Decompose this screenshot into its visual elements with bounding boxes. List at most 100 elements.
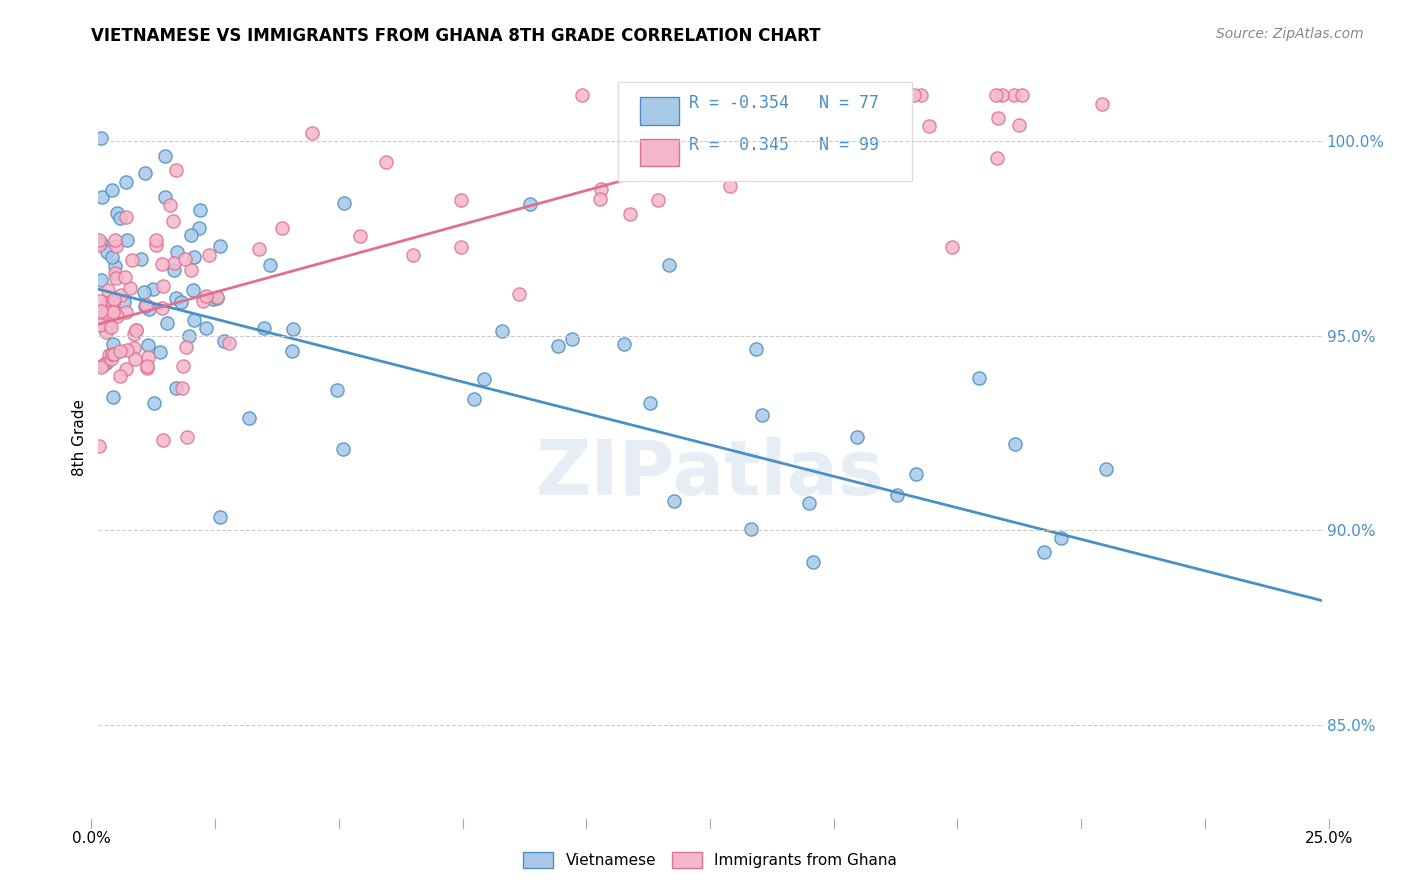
Point [115, 305, 138, 319]
Point [589, 192, 612, 206]
Point [519, 197, 541, 211]
Point [150, 301, 173, 315]
Point [115, 175, 138, 189]
Point [100, 352, 122, 367]
Point [135, 359, 157, 373]
Point [138, 302, 160, 317]
Point [94, 325, 117, 339]
Point [124, 352, 146, 367]
Point [744, 343, 766, 357]
Point [101, 303, 124, 318]
Point [165, 163, 187, 178]
Point [450, 240, 472, 254]
Point [101, 183, 124, 197]
Point [1004, 436, 1026, 450]
Point [101, 305, 124, 319]
Point [188, 202, 211, 217]
Point [1033, 545, 1056, 559]
Point [193, 293, 215, 308]
Point [104, 233, 127, 247]
Point [374, 155, 396, 169]
Point [647, 194, 669, 208]
Point [657, 149, 679, 163]
Point [90, 272, 112, 286]
Point [619, 207, 641, 221]
Point [1091, 96, 1114, 111]
Point [172, 359, 194, 373]
Point [212, 334, 235, 349]
Point [1008, 118, 1031, 132]
Point [259, 259, 281, 273]
Point [100, 346, 122, 360]
Point [967, 371, 990, 385]
Point [179, 329, 201, 343]
Point [987, 111, 1010, 125]
Point [740, 522, 762, 536]
Point [105, 239, 128, 253]
Text: ZIPatlas: ZIPatlas [536, 437, 884, 510]
Point [110, 343, 132, 358]
Point [163, 256, 186, 270]
FancyBboxPatch shape [619, 82, 912, 181]
Point [450, 194, 472, 208]
Point [910, 87, 932, 102]
Legend: Vietnamese, Immigrants from Ghana: Vietnamese, Immigrants from Ghana [523, 853, 897, 868]
Point [301, 126, 323, 140]
Point [991, 87, 1014, 102]
Point [117, 233, 139, 247]
Point [135, 298, 157, 312]
Point [202, 292, 225, 306]
Text: 25.0%: 25.0% [1305, 831, 1353, 846]
Point [145, 238, 167, 252]
FancyBboxPatch shape [640, 138, 679, 167]
Point [941, 240, 963, 254]
Point [110, 211, 132, 225]
Point [129, 252, 152, 266]
Point [1011, 87, 1033, 102]
Point [103, 292, 125, 306]
Point [114, 211, 136, 225]
Point [142, 283, 165, 297]
Point [176, 430, 198, 444]
Point [103, 347, 125, 361]
Point [122, 341, 145, 355]
Point [332, 195, 354, 210]
Point [472, 372, 495, 386]
Point [165, 291, 187, 305]
Point [152, 433, 174, 447]
Point [105, 206, 128, 220]
Point [105, 310, 128, 324]
Point [332, 442, 354, 456]
Point [94, 356, 117, 370]
Point [699, 108, 721, 122]
Point [463, 392, 485, 406]
Point [238, 410, 260, 425]
Text: R = -0.354   N = 77: R = -0.354 N = 77 [689, 94, 879, 112]
Point [886, 488, 908, 502]
Point [718, 179, 741, 194]
Point [101, 250, 124, 264]
Point [1002, 87, 1025, 102]
Point [283, 322, 305, 336]
Point [104, 260, 127, 274]
Point [89, 293, 111, 308]
Point [104, 266, 127, 280]
Point [89, 238, 111, 252]
Point [134, 166, 156, 180]
Point [103, 296, 125, 310]
Text: 0.0%: 0.0% [72, 831, 111, 846]
Point [89, 233, 111, 247]
Point [162, 214, 184, 228]
Point [591, 182, 613, 196]
Point [150, 256, 173, 270]
Point [108, 368, 131, 383]
Point [270, 220, 292, 235]
Point [491, 324, 513, 338]
Point [101, 337, 124, 351]
Point [91, 190, 114, 204]
Point [136, 360, 159, 375]
Point [652, 131, 675, 145]
Point [97, 295, 120, 310]
Point [253, 321, 276, 335]
Point [665, 152, 688, 166]
